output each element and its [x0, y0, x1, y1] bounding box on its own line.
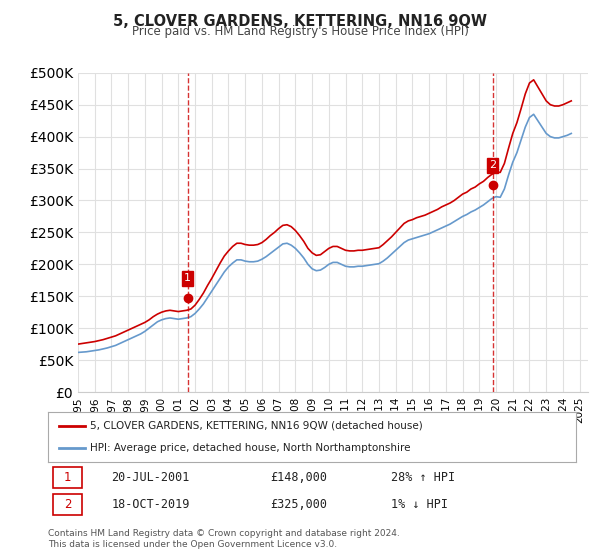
Text: 1: 1 — [64, 471, 71, 484]
Text: 5, CLOVER GARDENS, KETTERING, NN16 9QW (detached house): 5, CLOVER GARDENS, KETTERING, NN16 9QW (… — [90, 421, 423, 431]
Text: HPI: Average price, detached house, North Northamptonshire: HPI: Average price, detached house, Nort… — [90, 443, 411, 453]
Text: 5, CLOVER GARDENS, KETTERING, NN16 9QW: 5, CLOVER GARDENS, KETTERING, NN16 9QW — [113, 14, 487, 29]
FancyBboxPatch shape — [53, 494, 82, 515]
Text: 2: 2 — [64, 498, 71, 511]
Text: 2: 2 — [489, 161, 496, 170]
FancyBboxPatch shape — [53, 467, 82, 488]
Text: Price paid vs. HM Land Registry's House Price Index (HPI): Price paid vs. HM Land Registry's House … — [131, 25, 469, 38]
Text: 1: 1 — [184, 273, 191, 283]
Text: £325,000: £325,000 — [270, 498, 327, 511]
Text: Contains HM Land Registry data © Crown copyright and database right 2024.
This d: Contains HM Land Registry data © Crown c… — [48, 529, 400, 549]
Text: £148,000: £148,000 — [270, 471, 327, 484]
Text: 1% ↓ HPI: 1% ↓ HPI — [391, 498, 448, 511]
Text: 20-JUL-2001: 20-JUL-2001 — [112, 471, 190, 484]
Text: 28% ↑ HPI: 28% ↑ HPI — [391, 471, 455, 484]
Text: 18-OCT-2019: 18-OCT-2019 — [112, 498, 190, 511]
